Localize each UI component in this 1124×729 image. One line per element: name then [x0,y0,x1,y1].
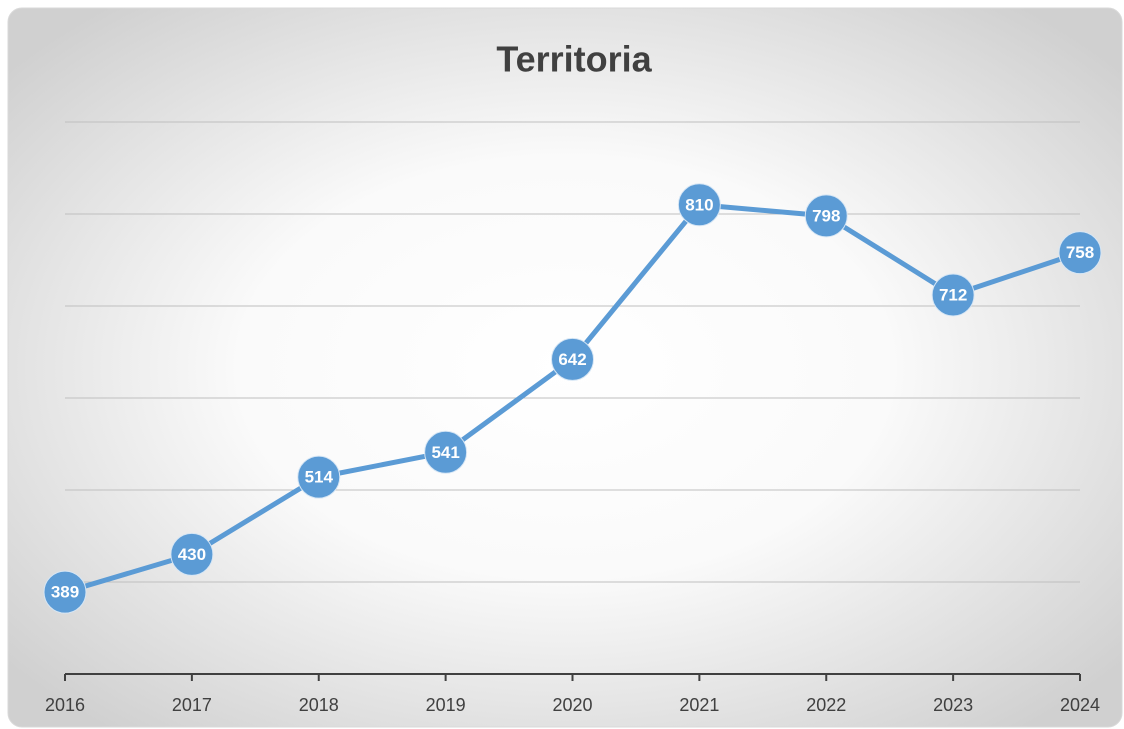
marker [43,570,87,614]
data-label: 712 [939,285,967,304]
data-label: 514 [305,468,334,487]
x-tick-label: 2024 [1060,695,1100,715]
data-label: 430 [178,545,206,564]
marker [170,532,214,576]
marker [931,273,975,317]
data-label: 389 [51,583,79,602]
data-label: 798 [812,206,840,225]
x-tick-label: 2020 [552,695,592,715]
marker [677,183,721,227]
x-tick-label: 2023 [933,695,973,715]
data-label: 541 [431,443,459,462]
chart-title: Territoria [496,39,652,80]
data-label: 810 [685,195,713,214]
x-tick-label: 2019 [426,695,466,715]
x-tick-label: 2018 [299,695,339,715]
x-tick-label: 2021 [679,695,719,715]
marker [297,455,341,499]
data-label: 642 [558,350,586,369]
marker [551,337,594,381]
marker [424,430,468,474]
x-tick-label: 2016 [45,695,85,715]
x-tick-label: 2022 [806,695,846,715]
x-tick-label: 2017 [172,695,212,715]
marker [1058,231,1102,275]
marker [804,194,848,238]
data-label: 758 [1066,243,1094,262]
